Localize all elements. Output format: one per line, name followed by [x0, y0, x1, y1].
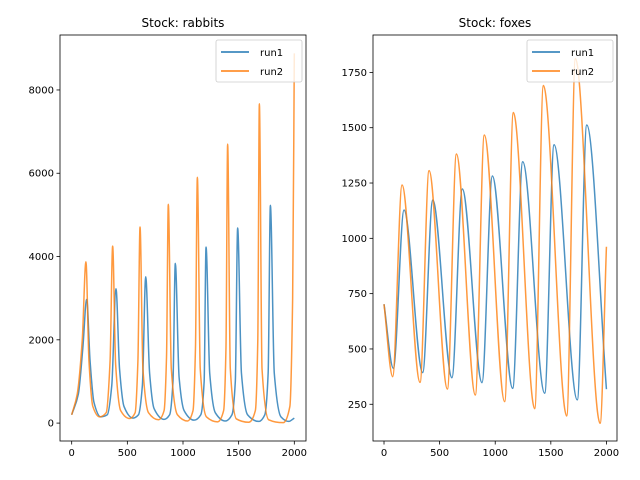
- x-tick-label: 500: [118, 448, 137, 459]
- y-tick-label: 1000: [342, 234, 367, 245]
- legend-label-run2: run2: [571, 67, 594, 78]
- legend-box: [215, 39, 303, 83]
- chart-title: Stock: rabbits: [142, 16, 225, 30]
- y-tick-label: 1750: [342, 68, 367, 79]
- x-tick-label: 2000: [282, 448, 307, 459]
- x-tick-label: 0: [69, 448, 75, 459]
- legend: run1 run2: [526, 39, 614, 83]
- x-tick-label: 1000: [482, 448, 507, 459]
- rabbits-subplot: 0 500 1000 1500 2000 0 2000 4000 6000 8000 Stock: …: [29, 16, 307, 459]
- legend-label-run1: run1: [571, 48, 594, 59]
- y-tick-label: 750: [348, 289, 367, 300]
- chart-title: Stock: foxes: [459, 16, 532, 30]
- y-tick-label: 6000: [29, 169, 54, 180]
- series-line-run2: [383, 57, 608, 425]
- legend: run1 run2: [215, 39, 303, 83]
- x-tick-label: 1000: [170, 448, 195, 459]
- series-line-run1: [383, 124, 608, 401]
- x-tick-label: 0: [381, 448, 387, 459]
- x-tick-label: 2000: [594, 448, 619, 459]
- series-line-run2: [70, 53, 296, 424]
- series-line-run1: [70, 204, 295, 423]
- y-tick-label: 500: [348, 344, 367, 355]
- legend-label-run1: run1: [260, 48, 283, 59]
- x-tick-label: 1500: [538, 448, 563, 459]
- y-tick-label: 2000: [29, 335, 54, 346]
- y-tick-label: 1250: [342, 179, 367, 190]
- foxes-subplot: 0 500 1000 1500 2000 250 500 750 1000 1250 1500 175…: [342, 16, 620, 459]
- x-tick-label: 1500: [226, 448, 251, 459]
- y-tick-label: 0: [48, 419, 54, 430]
- x-tick-label: 500: [430, 448, 449, 459]
- y-tick-label: 4000: [29, 252, 54, 263]
- legend-label-run2: run2: [260, 67, 283, 78]
- y-tick-label: 250: [348, 400, 367, 411]
- y-tick-label: 8000: [29, 85, 54, 96]
- legend-box: [526, 39, 614, 83]
- y-tick-label: 1500: [342, 123, 367, 134]
